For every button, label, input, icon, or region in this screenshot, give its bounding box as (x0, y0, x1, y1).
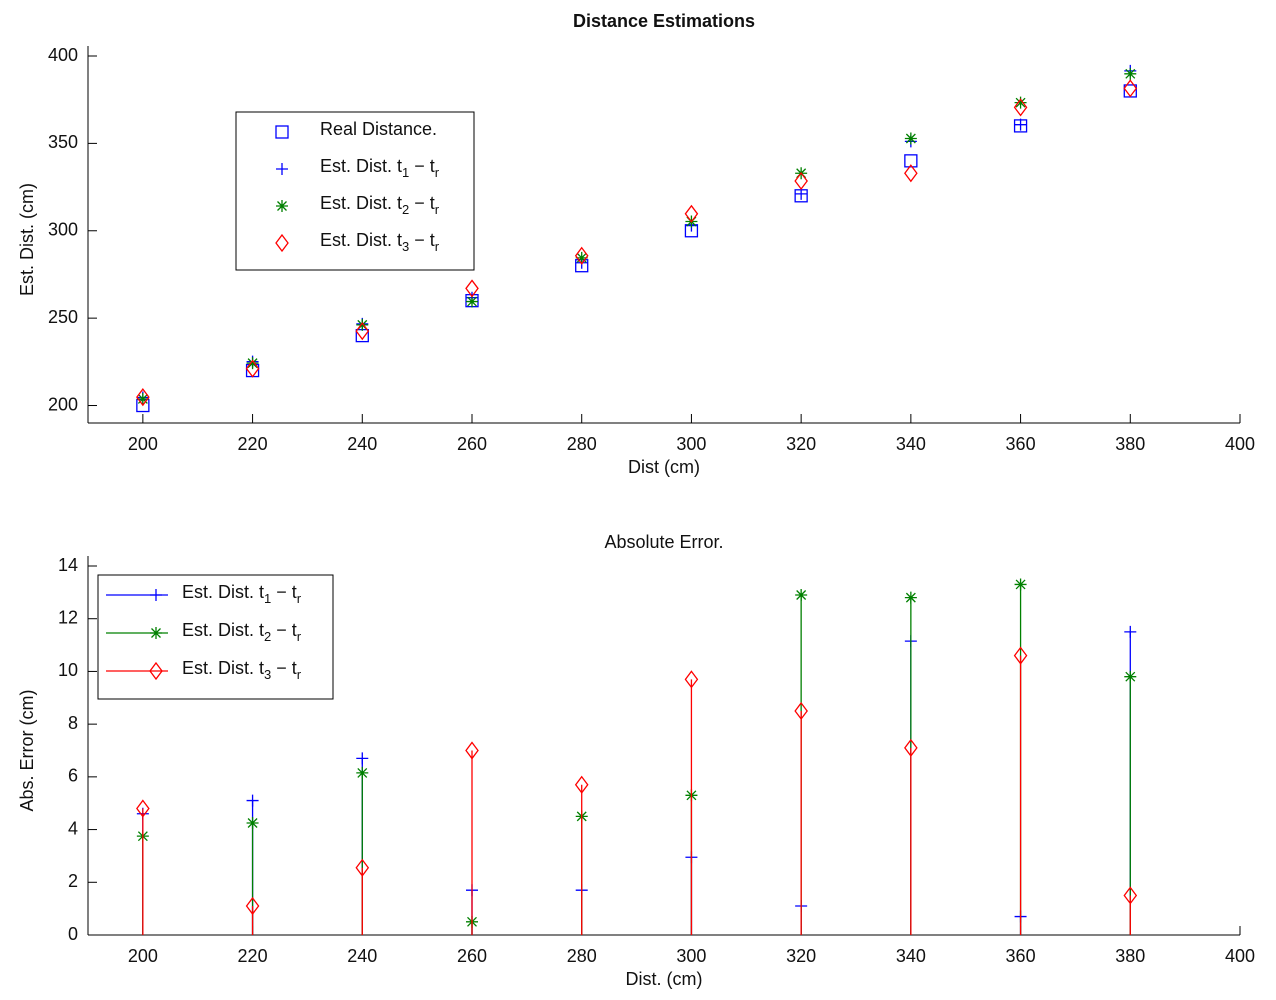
marker-star (246, 357, 259, 370)
legend-label: Est. Dist. t2 − tr (320, 193, 440, 218)
x-tick-label: 200 (128, 946, 158, 966)
y-tick-label: 250 (48, 307, 78, 327)
marker-plus (1124, 625, 1137, 638)
x-tick-label: 380 (1115, 946, 1145, 966)
x-tick-label: 240 (347, 434, 377, 454)
marker-square (275, 125, 289, 139)
marker-star (904, 591, 917, 604)
x-axis-label: Dist (cm) (628, 457, 700, 477)
x-tick-label: 240 (347, 946, 377, 966)
legend-label: Est. Dist. t1 − tr (320, 156, 440, 181)
x-tick-label: 400 (1225, 946, 1255, 966)
x-tick-label: 260 (457, 434, 487, 454)
marker-diamond (465, 279, 479, 298)
y-tick-label: 0 (68, 924, 78, 944)
marker-star (1124, 670, 1137, 683)
marker-star (904, 132, 917, 145)
marker-diamond (684, 670, 699, 689)
x-tick-label: 320 (786, 946, 816, 966)
marker-diamond (904, 164, 918, 183)
marker-star (466, 295, 478, 308)
x-tick-label: 340 (896, 946, 926, 966)
y-tick-label: 4 (68, 818, 78, 838)
marker-diamond (245, 896, 260, 916)
marker-diamond (1013, 98, 1028, 117)
marker-star (1014, 96, 1027, 109)
x-axis-label: Dist. (cm) (626, 969, 703, 989)
x-tick-label: 380 (1115, 434, 1145, 454)
y-tick-label: 10 (58, 660, 78, 680)
marker-diamond (149, 661, 163, 681)
y-tick-label: 350 (48, 132, 78, 152)
legend: Real Distance. Est. Dist. t1 − tr Est. Dis… (235, 111, 475, 271)
marker-diamond (275, 233, 289, 253)
marker-star (356, 318, 369, 331)
legend: Est. Dist. t1 − tr Est. Dist. t2 − tr Est.… (97, 574, 334, 700)
marker-diamond (1123, 79, 1138, 98)
y-tick-label: 400 (48, 45, 78, 65)
y-tick-label: 14 (58, 555, 78, 575)
marker-plus (150, 589, 162, 601)
marker-square (904, 154, 918, 168)
y-tick-label: 8 (68, 713, 78, 733)
legend-label: Est. Dist. t1 − tr (182, 582, 302, 607)
y-axis-label: Est. Dist. (cm) (17, 183, 37, 296)
marker-diamond (136, 388, 150, 407)
marker-diamond (794, 171, 808, 191)
x-tick-label: 340 (896, 434, 926, 454)
marker-diamond (136, 799, 150, 818)
x-tick-label: 280 (567, 434, 597, 454)
x-tick-label: 300 (676, 434, 706, 454)
x-tick-label: 360 (1006, 434, 1036, 454)
marker-diamond (904, 738, 918, 757)
legend-label: Est. Dist. t3 − tr (320, 230, 440, 255)
marker-star (276, 200, 288, 212)
marker-diamond (355, 858, 370, 877)
marker-diamond (465, 741, 479, 760)
marker-plus (276, 163, 288, 175)
x-tick-label: 200 (128, 434, 158, 454)
legend-label: Est. Dist. t2 − tr (182, 620, 302, 645)
marker-plus (356, 752, 369, 765)
legend-box (97, 574, 334, 700)
marker-star (356, 766, 369, 779)
marker-diamond (574, 775, 589, 794)
marker-star (150, 627, 162, 639)
y-tick-label: 2 (68, 871, 78, 891)
y-tick-label: 12 (58, 607, 78, 627)
y-tick-label: 200 (48, 394, 78, 414)
marker-diamond (794, 701, 808, 721)
chart-title: Absolute Error. (604, 532, 723, 552)
marker-star (246, 816, 259, 829)
marker-diamond (1123, 886, 1138, 905)
x-tick-label: 220 (238, 434, 268, 454)
legend-label: Est. Dist. t3 − tr (182, 658, 302, 683)
y-axis-label: Abs. Error (cm) (17, 689, 37, 811)
marker-plus (1014, 118, 1027, 131)
legend-label: Real Distance. (320, 119, 437, 139)
marker-star (1124, 67, 1137, 80)
x-tick-label: 300 (676, 946, 706, 966)
marker-star (136, 392, 149, 405)
x-tick-label: 260 (457, 946, 487, 966)
marker-diamond (684, 204, 699, 223)
marker-diamond (355, 322, 370, 341)
marker-star (795, 588, 808, 601)
marker-diamond (574, 246, 589, 265)
y-tick-label: 300 (48, 220, 78, 240)
x-tick-label: 220 (238, 946, 268, 966)
chart-title: Distance Estimations (573, 11, 755, 31)
marker-diamond (245, 359, 260, 378)
x-tick-label: 320 (786, 434, 816, 454)
marker-plus (246, 794, 259, 807)
marker-diamond (1013, 646, 1028, 665)
x-tick-label: 360 (1006, 946, 1036, 966)
x-tick-label: 280 (567, 946, 597, 966)
x-tick-label: 400 (1225, 434, 1255, 454)
marker-star (575, 251, 588, 264)
marker-star (1014, 578, 1027, 591)
y-tick-label: 6 (68, 766, 78, 786)
